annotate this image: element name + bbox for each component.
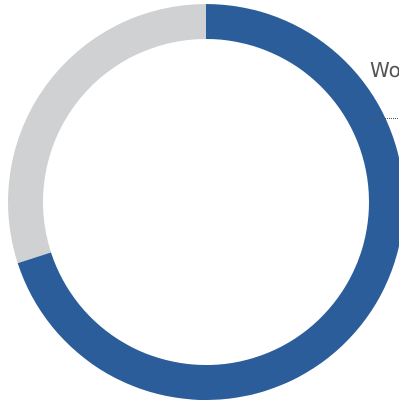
donut-slices (7, 4, 399, 400)
donut-slice-2 (7, 4, 207, 264)
annotation-leader-line (366, 118, 399, 119)
slice-annotation-label: Wo (370, 58, 399, 82)
